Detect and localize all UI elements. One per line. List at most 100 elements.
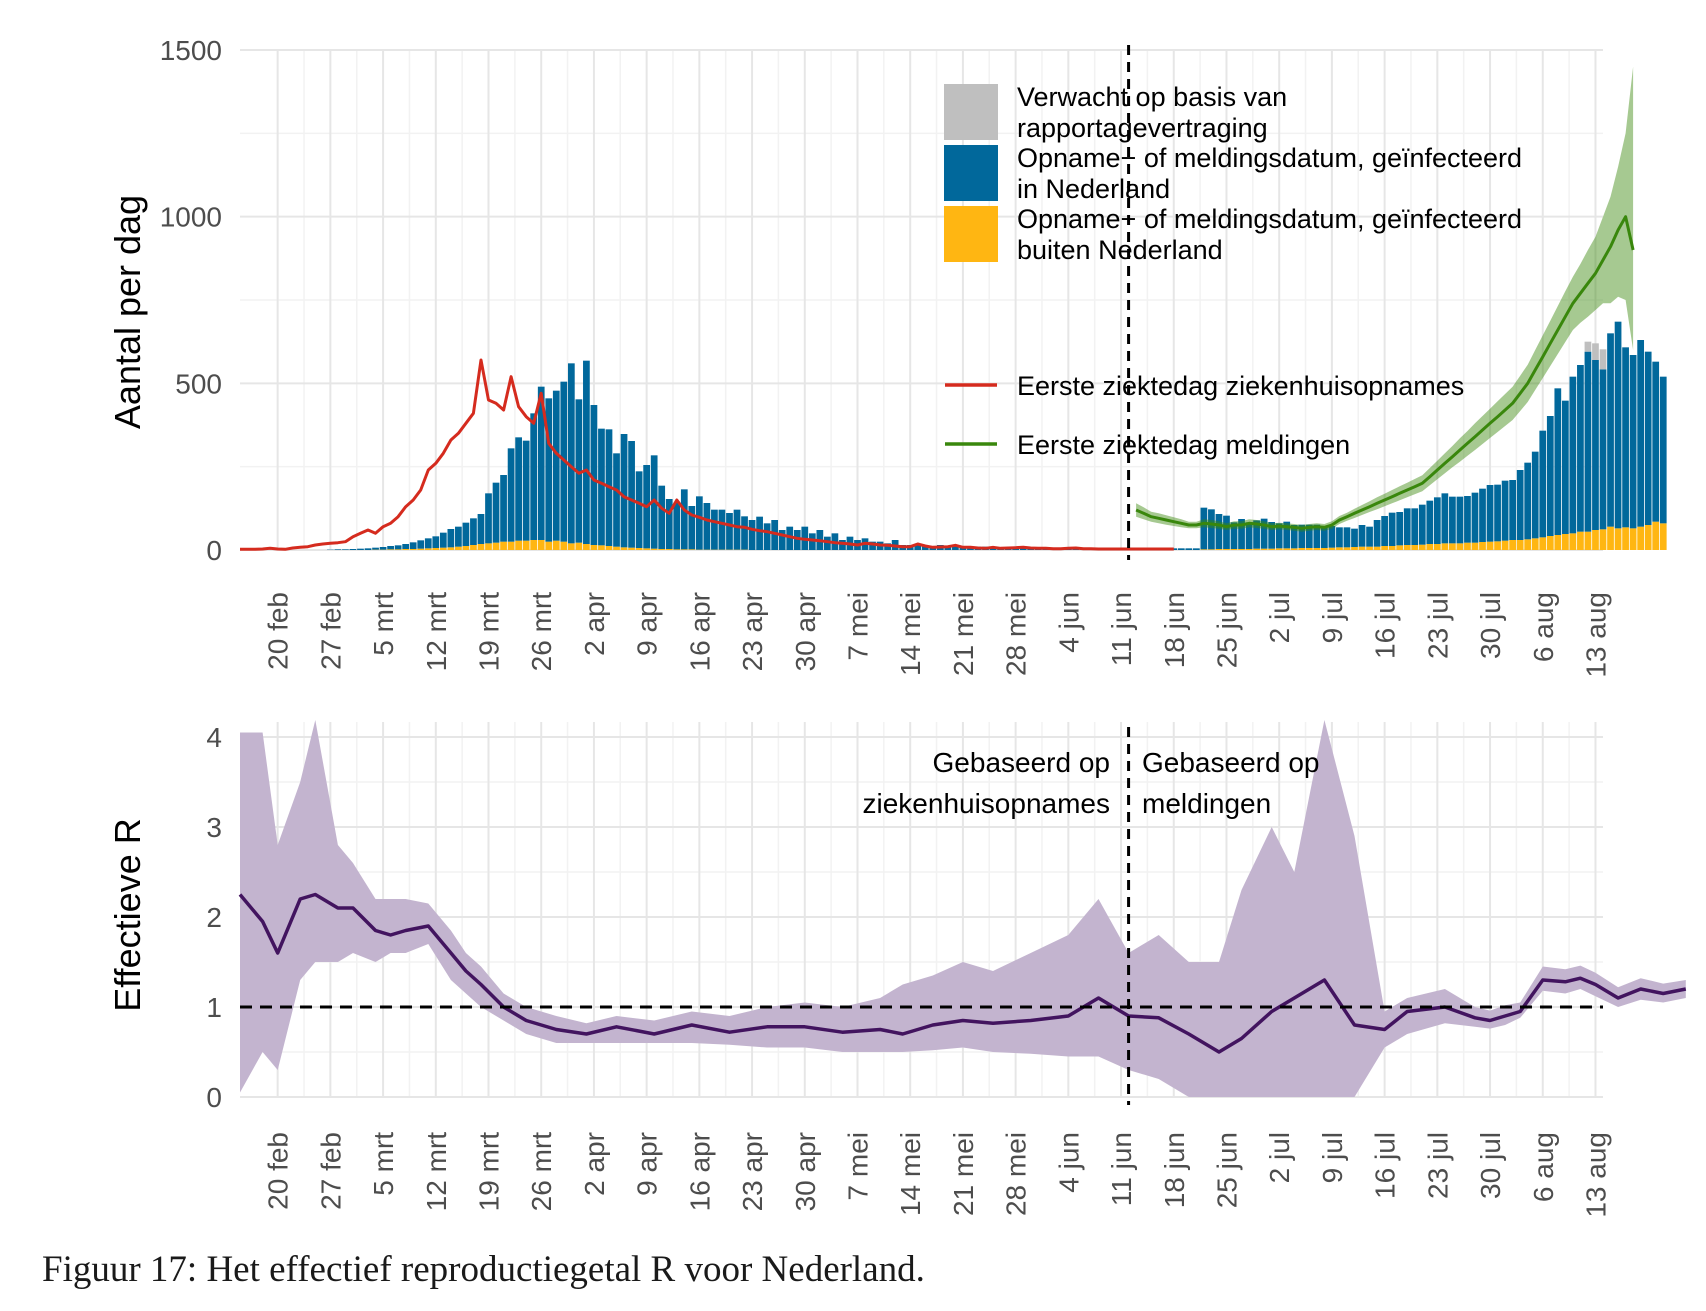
bar-in-nederland xyxy=(1260,518,1268,549)
bar-buiten-nederland xyxy=(1479,542,1486,550)
bar-buiten-nederland xyxy=(470,545,477,550)
bar-buiten-nederland xyxy=(1223,549,1230,550)
top-x-tick-label: 23 apr xyxy=(737,592,768,671)
bottom-x-tick-label: 27 feb xyxy=(315,1132,346,1210)
bar-in-nederland xyxy=(372,547,379,550)
bar-in-nederland xyxy=(1501,480,1509,541)
bar-in-nederland xyxy=(357,548,364,550)
bar-buiten-nederland xyxy=(1275,548,1283,550)
legend-label: Eerste ziektedag meldingen xyxy=(1017,430,1350,460)
bar-in-nederland xyxy=(485,493,492,544)
top-x-tick-label: 18 jun xyxy=(1159,592,1190,668)
bottom-x-tick-label: 5 mrt xyxy=(368,1132,399,1196)
bar-in-nederland xyxy=(695,496,703,550)
bar-in-nederland xyxy=(1328,526,1336,548)
bar-in-nederland xyxy=(1426,500,1434,544)
bar-in-nederland xyxy=(522,440,530,541)
bar-in-nederland xyxy=(1449,496,1456,544)
bar-buiten-nederland xyxy=(1569,533,1577,550)
top-x-tick-label: 13 aug xyxy=(1581,592,1612,678)
bar-in-nederland xyxy=(786,526,794,550)
bar-in-nederland xyxy=(1192,548,1200,550)
bar-buiten-nederland xyxy=(1456,543,1464,550)
top-x-tick-label: 14 mei xyxy=(895,592,926,676)
bar-buiten-nederland xyxy=(1652,521,1660,550)
legend-label: Opname− of meldingsdatum, geïnfecteerd xyxy=(1017,143,1522,173)
bar-buiten-nederland xyxy=(1509,540,1517,550)
bottom-x-tick-label: 4 jun xyxy=(1053,1132,1084,1193)
bar-buiten-nederland xyxy=(447,547,455,550)
annotations: Gebaseerd op ziekenhuisopnames Gebaseerd… xyxy=(863,747,1320,819)
bottom-x-tick-label: 12 mrt xyxy=(421,1132,452,1212)
top-y-tick-label: 0 xyxy=(206,535,222,566)
bar-in-nederland xyxy=(598,428,605,546)
bar-in-nederland xyxy=(1358,525,1366,547)
bottom-x-tick-label: 25 jun xyxy=(1212,1132,1243,1208)
bar-in-nederland xyxy=(1584,351,1592,532)
bar-in-nederland xyxy=(462,522,470,546)
r-line xyxy=(238,892,1687,1054)
bar-in-nederland xyxy=(342,549,349,550)
bar-in-nederland xyxy=(914,545,922,550)
bar-verwacht xyxy=(1592,343,1599,360)
bar-in-nederland xyxy=(1509,480,1517,540)
bar-buiten-nederland xyxy=(1644,525,1652,550)
bar-in-nederland xyxy=(1629,355,1637,529)
bar-in-nederland xyxy=(1418,504,1426,545)
bar-buiten-nederland xyxy=(567,543,575,550)
bar-buiten-nederland xyxy=(665,549,673,550)
top-x-tick-label: 5 mrt xyxy=(368,592,399,656)
bottom-x-tick-label: 11 jun xyxy=(1106,1132,1137,1206)
bar-in-nederland xyxy=(952,546,959,550)
meldingen-confidence-band xyxy=(1136,66,1634,532)
top-x-tick-label: 2 apr xyxy=(579,592,610,656)
bar-in-nederland xyxy=(583,360,590,544)
bar-in-nederland xyxy=(635,471,643,548)
bottom-x-tick-label: 7 mei xyxy=(843,1132,874,1200)
annotation-left-line2: ziekenhuisopnames xyxy=(863,788,1111,819)
top-y-axis-title: Aantal per dag xyxy=(107,195,148,429)
bottom-y-tick-label: 0 xyxy=(206,1082,222,1113)
bar-in-nederland xyxy=(455,526,462,547)
bar-buiten-nederland xyxy=(1494,541,1501,550)
bar-buiten-nederland xyxy=(1336,547,1343,550)
bar-buiten-nederland xyxy=(1539,537,1547,550)
bar-in-nederland xyxy=(824,536,831,550)
bar-buiten-nederland xyxy=(1351,547,1358,550)
bar-buiten-nederland xyxy=(680,549,688,550)
legend: Verwacht op basis vanrapportagevertragin… xyxy=(944,82,1522,460)
bar-buiten-nederland xyxy=(1464,542,1471,550)
bottom-x-tick-label: 18 jun xyxy=(1159,1132,1190,1208)
bottom-x-tick-label: 2 apr xyxy=(579,1132,610,1196)
bar-buiten-nederland xyxy=(1373,546,1381,550)
top-x-tick-label: 9 apr xyxy=(632,592,663,656)
bottom-y-axis-title: Effectieve R xyxy=(107,818,148,1011)
bar-buiten-nederland xyxy=(1622,527,1629,550)
bar-buiten-nederland xyxy=(1388,546,1396,550)
bar-buiten-nederland xyxy=(500,541,507,550)
top-y-tick-label: 1000 xyxy=(160,202,222,233)
bar-buiten-nederland xyxy=(1268,548,1276,550)
bar-buiten-nederland xyxy=(1321,548,1328,550)
top-x-tick-label: 25 jun xyxy=(1212,592,1243,668)
bar-in-nederland xyxy=(364,548,372,550)
bar-in-nederland xyxy=(726,513,733,550)
bar-buiten-nederland xyxy=(1501,540,1509,550)
bar-in-nederland xyxy=(733,509,741,550)
bar-buiten-nederland xyxy=(1208,549,1215,550)
bar-buiten-nederland xyxy=(1426,544,1434,550)
bar-buiten-nederland xyxy=(598,545,605,550)
bar-in-nederland xyxy=(1208,509,1215,550)
bar-buiten-nederland xyxy=(1599,529,1607,550)
bar-in-nederland xyxy=(507,448,515,542)
top-bars xyxy=(326,321,1667,550)
bar-in-nederland xyxy=(1554,388,1562,535)
bar-in-nederland xyxy=(1351,528,1358,547)
bar-in-nederland xyxy=(658,485,666,549)
r-confidence-band xyxy=(240,720,1686,1097)
bottom-x-tick-label: 6 aug xyxy=(1528,1132,1559,1202)
bar-buiten-nederland xyxy=(1260,548,1268,550)
bar-buiten-nederland xyxy=(1614,528,1622,550)
bar-buiten-nederland xyxy=(1584,531,1592,550)
bar-buiten-nederland xyxy=(545,541,553,550)
